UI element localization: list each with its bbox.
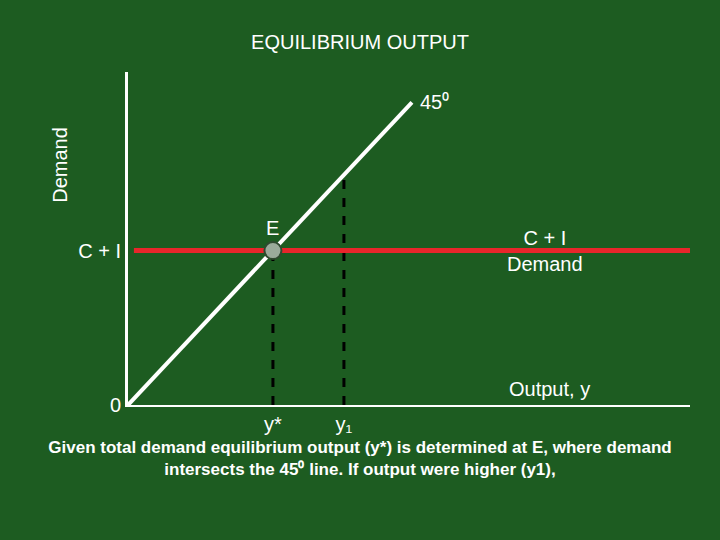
svg-text:C + IDemand: C + IDemand [507,227,583,275]
svg-text:0: 0 [110,394,121,416]
svg-text:y₁: y₁ [336,413,353,435]
svg-text:y*: y* [264,413,282,435]
html-text:Given total demand equilibrium: Given total demand equilibrium output (y… [48,438,672,479]
svg-text:45⁰: 45⁰ [420,91,449,113]
svg-text:EQUILIBRIUM OUTPUT: EQUILIBRIUM OUTPUT [251,31,469,53]
svg-text:Output, y: Output, y [509,378,590,400]
svg-text:C + I: C + I [78,240,121,262]
svg-text:Demand: Demand [49,127,71,203]
svg-text:E: E [266,217,279,239]
